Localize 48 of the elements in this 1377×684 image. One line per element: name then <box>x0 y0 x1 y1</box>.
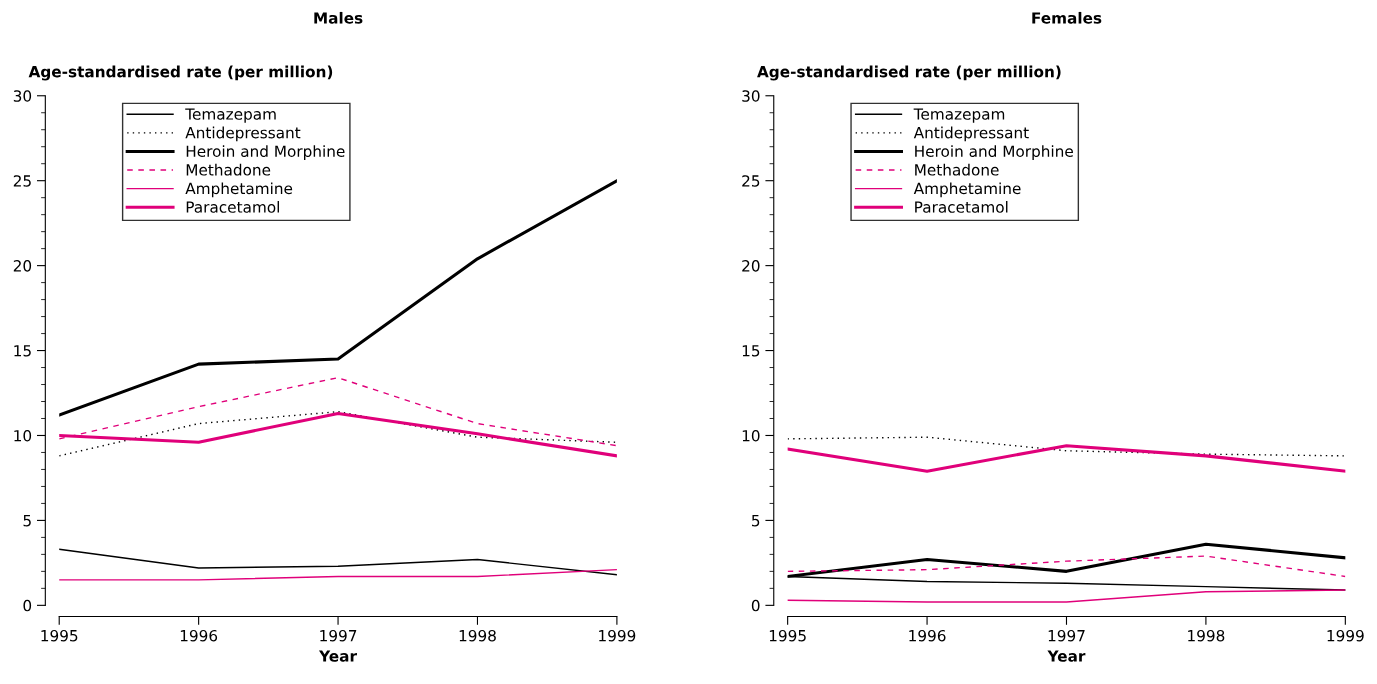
legend-label: Temazepam <box>185 108 276 123</box>
legend-label: Methadone <box>186 163 271 176</box>
x-tick-label: 1998 <box>1188 629 1225 642</box>
y-tick-label: 30 <box>742 90 760 102</box>
x-tick-label: 1996 <box>909 629 946 642</box>
line-series <box>787 436 1346 457</box>
y-tick-label: 10 <box>742 429 760 442</box>
line-series <box>59 548 617 576</box>
x-tick-label: 1999 <box>599 629 636 642</box>
chart-title: Males <box>314 11 363 24</box>
line-series <box>787 555 1346 578</box>
y-tick-label: 30 <box>13 90 32 102</box>
y-tick-label: 15 <box>742 345 760 357</box>
line-series <box>787 589 1346 603</box>
y-tick-label: 15 <box>14 345 31 357</box>
x-tick-label: 1999 <box>1327 629 1364 642</box>
x-tick-label: 1997 <box>320 629 357 642</box>
legend-label: Temazepam <box>913 108 1005 123</box>
y-axis-title: Age-standardised rate (per million) <box>28 65 333 81</box>
line-series <box>59 179 617 417</box>
y-tick-label: 20 <box>742 260 760 272</box>
legend-label: Antidepressant <box>913 126 1029 142</box>
legend-label: Paracetamol <box>186 201 279 213</box>
legend-label: Amphetamine <box>185 182 293 198</box>
legend-label: Heroin and Morphine <box>186 145 345 160</box>
y-tick-label: 5 <box>23 515 31 527</box>
x-tick-label: 1998 <box>459 629 496 642</box>
y-tick-label: 25 <box>13 175 31 187</box>
y-tick-label: 5 <box>752 515 760 527</box>
x-tick-label: 1997 <box>1048 629 1085 642</box>
x-tick-label: 1996 <box>180 629 218 642</box>
legend-label: Heroin and Morphine <box>915 145 1073 160</box>
legend-label: Methadone <box>915 163 999 176</box>
x-axis-title: Year <box>1047 650 1086 662</box>
line-series <box>787 444 1346 473</box>
x-axis-title: Year <box>318 650 357 662</box>
legend-label: Paracetamol <box>915 201 1008 213</box>
x-tick-label: 1995 <box>41 629 78 642</box>
y-tick-label: 25 <box>742 175 760 187</box>
y-tick-label: 20 <box>13 260 32 272</box>
x-tick-label: 1995 <box>769 629 806 642</box>
y-tick-label: 0 <box>23 599 32 612</box>
legend-label: Antidepressant <box>185 126 301 142</box>
legend-label: Amphetamine <box>913 182 1021 198</box>
y-tick-label: 10 <box>14 429 32 442</box>
y-axis-title: Age-standardised rate (per million) <box>757 65 1061 81</box>
y-tick-label: 0 <box>751 599 760 612</box>
chart-title: Females <box>1032 11 1102 24</box>
